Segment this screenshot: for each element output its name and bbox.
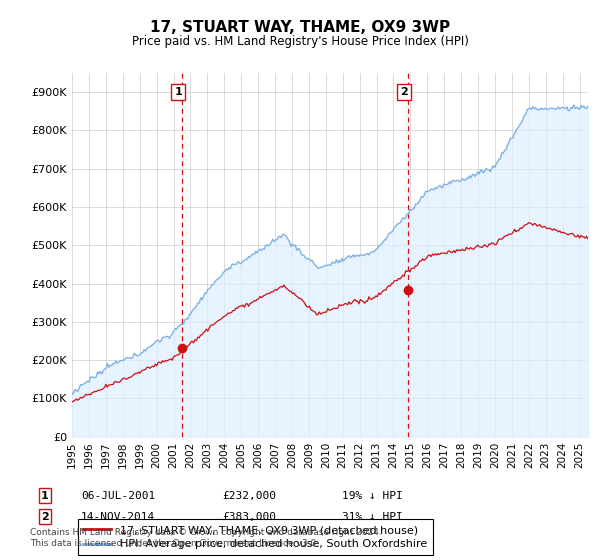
Text: 19% ↓ HPI: 19% ↓ HPI — [342, 491, 403, 501]
Text: 14-NOV-2014: 14-NOV-2014 — [81, 512, 155, 522]
Text: 17, STUART WAY, THAME, OX9 3WP: 17, STUART WAY, THAME, OX9 3WP — [150, 20, 450, 35]
Text: £383,000: £383,000 — [222, 512, 276, 522]
Text: 31% ↓ HPI: 31% ↓ HPI — [342, 512, 403, 522]
Text: 1: 1 — [174, 87, 182, 97]
Text: £232,000: £232,000 — [222, 491, 276, 501]
Text: 06-JUL-2001: 06-JUL-2001 — [81, 491, 155, 501]
Text: Contains HM Land Registry data © Crown copyright and database right 2024.
This d: Contains HM Land Registry data © Crown c… — [30, 528, 382, 548]
Text: 1: 1 — [41, 491, 49, 501]
Text: Price paid vs. HM Land Registry's House Price Index (HPI): Price paid vs. HM Land Registry's House … — [131, 35, 469, 48]
Legend: 17, STUART WAY, THAME, OX9 3WP (detached house), HPI: Average price, detached ho: 17, STUART WAY, THAME, OX9 3WP (detached… — [77, 520, 433, 555]
Text: 2: 2 — [400, 87, 408, 97]
Text: 2: 2 — [41, 512, 49, 522]
